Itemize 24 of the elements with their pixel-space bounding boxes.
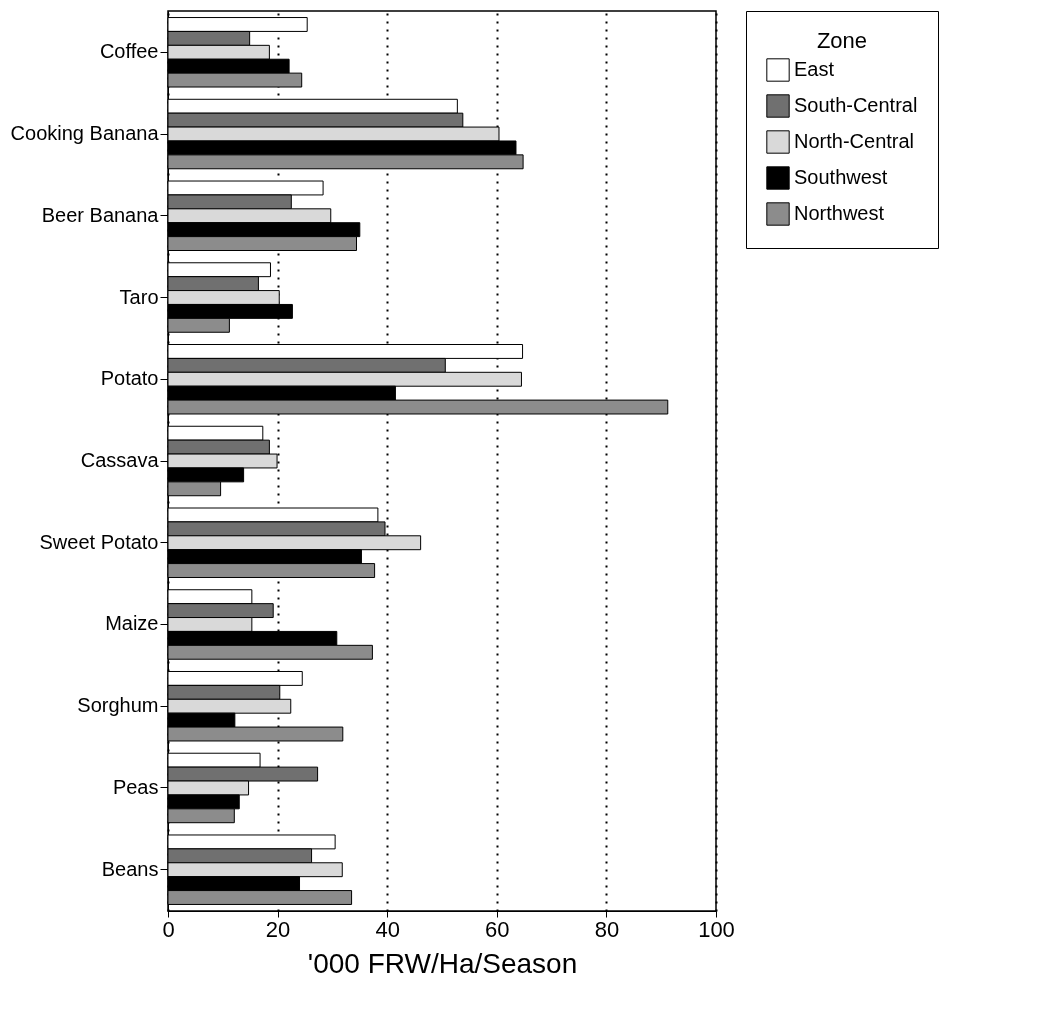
x-tick-label: 100 bbox=[698, 916, 735, 942]
legend-label: South-Central bbox=[794, 94, 918, 116]
y-tick-label: Maize bbox=[105, 612, 159, 635]
legend-title: Zone bbox=[816, 28, 868, 53]
x-tick-label: 60 bbox=[485, 916, 510, 942]
y-tick-label: Beans bbox=[101, 857, 159, 880]
legend-label: Southwest bbox=[794, 166, 888, 188]
legend-label: North-Central bbox=[794, 130, 915, 152]
y-tick-label: Coffee bbox=[99, 40, 159, 63]
x-tick-label: 0 bbox=[162, 916, 175, 942]
y-tick-label: Peas bbox=[112, 775, 159, 798]
y-tick-label: Sorghum bbox=[77, 694, 159, 717]
x-tick-label: 40 bbox=[375, 916, 400, 942]
y-tick-label: Cassava bbox=[80, 449, 160, 471]
legend-label: East bbox=[794, 58, 835, 80]
y-tick-label: Potato bbox=[100, 367, 159, 390]
y-tick-label: Taro bbox=[119, 285, 159, 308]
y-tick-label: Sweet Potato bbox=[39, 530, 159, 553]
x-tick-label: 80 bbox=[594, 916, 620, 942]
legend-label: Northwest bbox=[794, 202, 885, 224]
y-tick-label: Beer Banana bbox=[41, 203, 160, 226]
x-tick-label: 20 bbox=[265, 916, 291, 942]
y-tick-label: Cooking Banana bbox=[10, 122, 160, 145]
x-axis-title: '000 FRW/Ha/Season bbox=[307, 947, 578, 979]
